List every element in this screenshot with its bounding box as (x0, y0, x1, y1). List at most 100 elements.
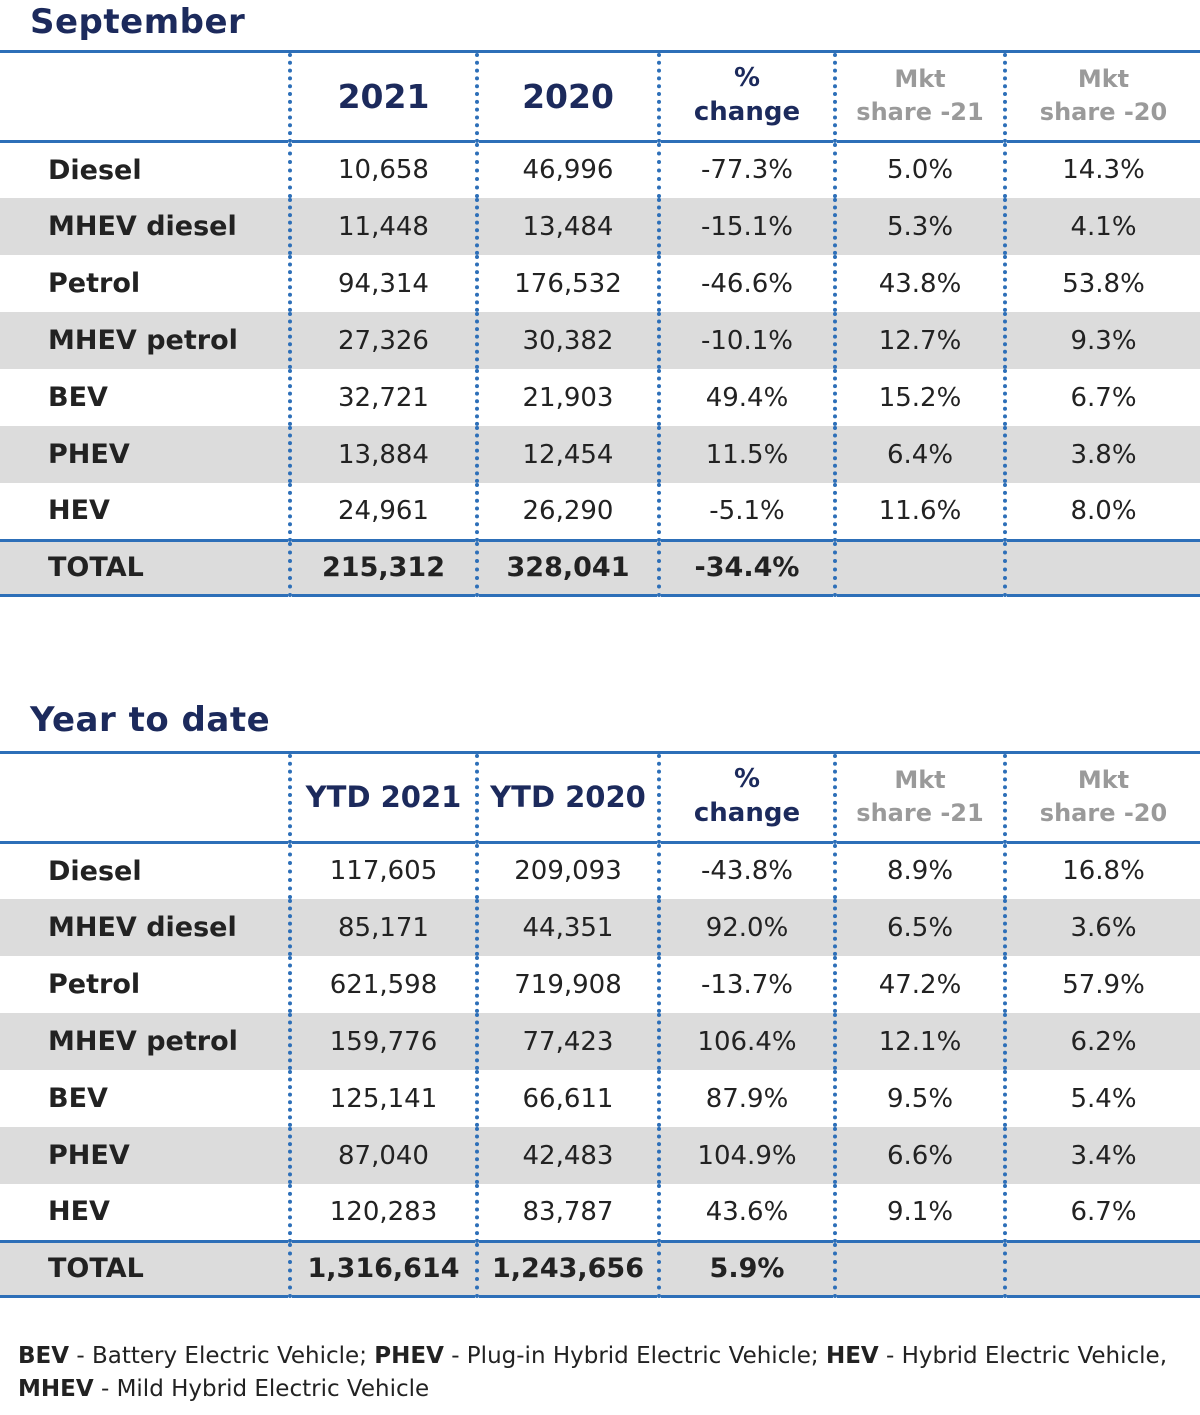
cell-share21: 9.5% (833, 1070, 1005, 1127)
table-row: BEV 32,721 21,903 49.4% 15.2% 6.7% (0, 369, 1200, 426)
total-change: -34.4% (657, 538, 835, 597)
cell-share20: 8.0% (1003, 483, 1200, 540)
total-change: 5.9% (657, 1239, 835, 1298)
cell-v2021: 11,448 (288, 198, 477, 255)
cell-change: 87.9% (657, 1070, 835, 1127)
september-table-body: Diesel 10,658 46,996 -77.3% 5.0% 14.3% MHEV di… (0, 141, 1200, 597)
cell-v2020: 77,423 (475, 1013, 659, 1070)
footnote-mhev-abbr: MHEV (18, 1376, 94, 1402)
september-table-wrap: 2021 2020 % change Mkt share -21 Mkt share … (0, 53, 1200, 597)
cell-v2021: 125,141 (288, 1070, 477, 1127)
cell-share21: 5.0% (833, 141, 1005, 198)
header-mkt21-line2: share -21 (856, 98, 984, 127)
cell-v2021: 621,598 (288, 956, 477, 1013)
header-pct-change: % change (657, 754, 835, 844)
cell-v2020: 42,483 (475, 1127, 659, 1184)
cell-v2020: 44,351 (475, 899, 659, 956)
cell-share20: 5.4% (1003, 1070, 1200, 1127)
cell-share21: 12.1% (833, 1013, 1005, 1070)
cell-share20: 6.7% (1003, 369, 1200, 426)
table-row: Petrol 94,314 176,532 -46.6% 43.8% 53.8% (0, 255, 1200, 312)
table-row: PHEV 87,040 42,483 104.9% 6.6% 3.4% (0, 1127, 1200, 1184)
total-v2020: 1,243,656 (475, 1239, 659, 1298)
header-mkt20-line1: Mkt (1077, 765, 1130, 794)
total-label: TOTAL (0, 1239, 290, 1298)
header-mkt21-line2: share -21 (856, 799, 984, 828)
cell-v2021: 24,961 (288, 483, 477, 540)
cell-v2021: 85,171 (288, 899, 477, 956)
section-title-september: September (30, 2, 246, 42)
cell-share20: 16.8% (1003, 842, 1200, 899)
header-mkt21-line1: Mkt (894, 64, 946, 93)
table-row: Diesel 117,605 209,093 -43.8% 8.9% 16.8% (0, 842, 1200, 899)
section-title-year-to-date: Year to date (30, 700, 271, 740)
header-pct-symbol: % (733, 764, 761, 795)
cell-v2020: 13,484 (475, 198, 659, 255)
row-label: BEV (48, 1083, 108, 1114)
row-label: MHEV petrol (48, 325, 238, 356)
cell-change: -15.1% (657, 198, 835, 255)
cell-v2021: 10,658 (288, 141, 477, 198)
header-pct-symbol: % (733, 63, 761, 94)
cell-v2021: 13,884 (288, 426, 477, 483)
cell-share21: 6.6% (833, 1127, 1005, 1184)
cell-v2021: 159,776 (288, 1013, 477, 1070)
header-row: 2021 2020 % change Mkt share -21 Mkt share … (0, 53, 1200, 143)
cell-v2021: 117,605 (288, 842, 477, 899)
header-mkt21-line1: Mkt (894, 765, 946, 794)
cell-share20: 53.8% (1003, 255, 1200, 312)
cell-share21: 6.5% (833, 899, 1005, 956)
header-mkt20-line2: share -20 (1039, 98, 1168, 127)
row-label: HEV (48, 1196, 110, 1228)
cell-v2020: 719,908 (475, 956, 659, 1013)
table-row: MHEV diesel 11,448 13,484 -15.1% 5.3% 4.1% (0, 198, 1200, 255)
cell-change: -43.8% (657, 842, 835, 899)
cell-share21: 47.2% (833, 956, 1005, 1013)
cell-change: 106.4% (657, 1013, 835, 1070)
table-row: PHEV 13,884 12,454 11.5% 6.4% 3.8% (0, 426, 1200, 483)
header-category (0, 53, 290, 143)
cell-v2020: 176,532 (475, 255, 659, 312)
header-mkt-share-21: Mkt share -21 (833, 754, 1005, 844)
footnote-hev-text: - Hybrid Electric Vehicle, (878, 1343, 1168, 1369)
table-top-rule (0, 751, 1200, 754)
cell-share20: 6.7% (1003, 1184, 1200, 1241)
header-pct-word: change (693, 97, 801, 128)
table-row: BEV 125,141 66,611 87.9% 9.5% 5.4% (0, 1070, 1200, 1127)
cell-share21: 11.6% (833, 483, 1005, 540)
row-label: Petrol (48, 969, 141, 1000)
total-empty-cell (1003, 1239, 1200, 1298)
row-label: Diesel (48, 154, 142, 186)
header-mkt20-line2: share -20 (1039, 799, 1168, 828)
cell-v2021: 27,326 (288, 312, 477, 369)
total-v2021: 1,316,614 (288, 1239, 477, 1298)
september-table: 2021 2020 % change Mkt share -21 Mkt share … (0, 53, 1200, 597)
total-v2020: 328,041 (475, 538, 659, 597)
cell-change: -46.6% (657, 255, 835, 312)
total-empty-cell (1003, 538, 1200, 597)
cell-share20: 14.3% (1003, 141, 1200, 198)
header-pct-word: change (693, 798, 801, 829)
cell-share20: 57.9% (1003, 956, 1200, 1013)
header-mkt20-line1: Mkt (1077, 64, 1130, 93)
cell-v2020: 12,454 (475, 426, 659, 483)
cell-share21: 6.4% (833, 426, 1005, 483)
total-label: TOTAL (0, 538, 290, 597)
row-label: BEV (48, 382, 108, 413)
cell-v2021: 32,721 (288, 369, 477, 426)
header-pct-change: % change (657, 53, 835, 143)
ytd-table-wrap: YTD 2021 YTD 2020 % change Mkt share -21 M… (0, 754, 1200, 1298)
cell-share20: 6.2% (1003, 1013, 1200, 1070)
row-label: MHEV diesel (48, 211, 237, 242)
total-v2021: 215,312 (288, 538, 477, 597)
footnote-phev-text: - Plug-in Hybrid Electric Vehicle; (443, 1343, 826, 1369)
footnote-bev-abbr: BEV (18, 1343, 70, 1369)
cell-share21: 5.3% (833, 198, 1005, 255)
cell-v2021: 120,283 (288, 1184, 477, 1241)
header-year-2021: 2021 (288, 53, 477, 143)
cell-share20: 3.8% (1003, 426, 1200, 483)
cell-v2020: 46,996 (475, 141, 659, 198)
cell-change: 104.9% (657, 1127, 835, 1184)
ytd-table: YTD 2021 YTD 2020 % change Mkt share -21 M… (0, 754, 1200, 1298)
header-category (0, 754, 290, 844)
